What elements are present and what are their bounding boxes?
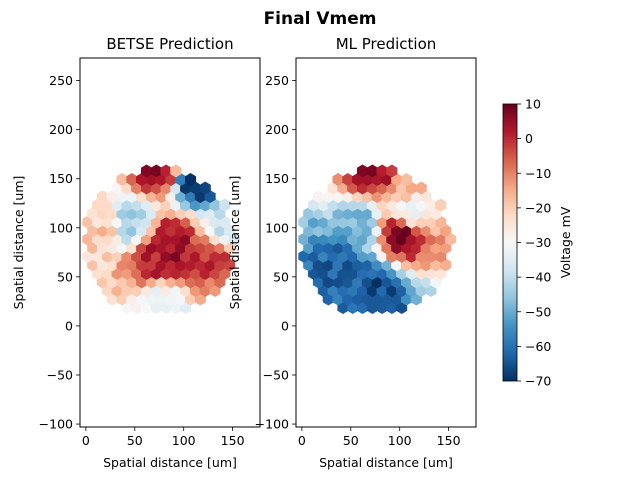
betse-x-ticks: 0 50 100 150	[82, 427, 245, 448]
x-tick-label: 0	[82, 433, 90, 448]
hex-cell	[199, 181, 211, 195]
colorbar-tick-label: 0	[525, 131, 533, 146]
colorbar-tick-label: −40	[525, 270, 551, 285]
y-tick-label: 150	[265, 171, 289, 186]
colorbar-tick-label: −10	[525, 166, 551, 181]
x-tick-label: 150	[437, 433, 461, 448]
ml-y-ticks: −100 −50 0 50 100 150 200 250	[255, 73, 296, 432]
x-tick-label: 50	[127, 433, 143, 448]
colorbar-label: Voltage mV	[558, 206, 573, 278]
x-tick-label: 100	[172, 433, 196, 448]
ml-hex-cells	[298, 164, 457, 315]
colorbar-tick-label: 10	[525, 97, 541, 112]
ml-y-axis-label: Spatial distance [um]	[227, 176, 242, 310]
hex-cell	[435, 198, 447, 212]
y-tick-label: 0	[65, 318, 73, 333]
y-tick-label: 0	[281, 318, 289, 333]
hex-cell	[170, 164, 182, 178]
betse-y-ticks: −100 −50 0 50 100 150 200 250	[39, 73, 80, 432]
betse-axes-frame	[79, 57, 261, 428]
colorbar-tick-label: −60	[525, 339, 551, 354]
ml-axes-frame	[295, 57, 477, 428]
colorbar-tick-label: −30	[525, 235, 551, 250]
y-tick-label: 100	[49, 220, 73, 235]
hex-cell	[150, 164, 162, 178]
colorbar-gradient	[502, 103, 518, 382]
y-tick-label: 250	[49, 73, 73, 88]
x-tick-label: 150	[221, 433, 245, 448]
y-tick-label: 50	[273, 269, 289, 284]
y-tick-label: −100	[255, 417, 289, 432]
hex-cell	[356, 164, 369, 178]
hex-cell	[376, 164, 388, 178]
y-tick-label: −50	[47, 367, 73, 382]
hex-cell	[96, 190, 109, 204]
x-tick-label: 50	[343, 433, 359, 448]
colorbar-tick-label: −20	[525, 200, 551, 215]
hex-cell	[400, 173, 413, 186]
hex-cell	[160, 164, 172, 178]
hex-cell	[185, 173, 197, 186]
y-tick-label: 200	[49, 122, 73, 137]
y-tick-label: 50	[57, 269, 73, 284]
y-tick-label: 200	[265, 122, 289, 137]
ml-panel: ML Prediction 0 50 100 150 −100 −50 0 50 100 150…	[227, 35, 477, 470]
betse-panel-title: BETSE Prediction	[106, 35, 233, 53]
y-tick-label: −100	[39, 417, 73, 432]
hex-cell	[312, 190, 325, 204]
y-tick-label: 150	[49, 171, 73, 186]
ml-x-axis-label: Spatial distance [um]	[319, 455, 453, 470]
x-tick-label: 0	[298, 433, 306, 448]
colorbar-tick-label: −50	[525, 304, 551, 319]
betse-hex-cells	[82, 164, 241, 315]
y-tick-label: 100	[265, 220, 289, 235]
betse-y-axis-label: Spatial distance [um]	[11, 176, 26, 310]
hex-cell	[219, 198, 231, 212]
colorbar-ticks: 10 0 −10 −20 −30 −40 −50 −60 −70	[517, 97, 551, 389]
hex-cell	[386, 164, 398, 178]
colorbar: 10 0 −10 −20 −30 −40 −50 −60 −70 Voltage mV	[502, 97, 573, 389]
y-tick-label: 250	[265, 73, 289, 88]
betse-x-axis-label: Spatial distance [um]	[103, 455, 237, 470]
hex-cell	[366, 164, 378, 178]
x-tick-label: 100	[388, 433, 412, 448]
colorbar-tick-label: −70	[525, 374, 551, 389]
betse-panel: BETSE Prediction 0 50 100 150 −100 −50 0 50 100…	[11, 35, 261, 470]
hex-cell	[141, 164, 153, 178]
ml-panel-title: ML Prediction	[336, 35, 437, 53]
hex-cell	[415, 181, 427, 195]
figure-suptitle: Final Vmem	[264, 9, 377, 29]
ml-x-ticks: 0 50 100 150	[298, 427, 461, 448]
y-tick-label: −50	[263, 367, 289, 382]
